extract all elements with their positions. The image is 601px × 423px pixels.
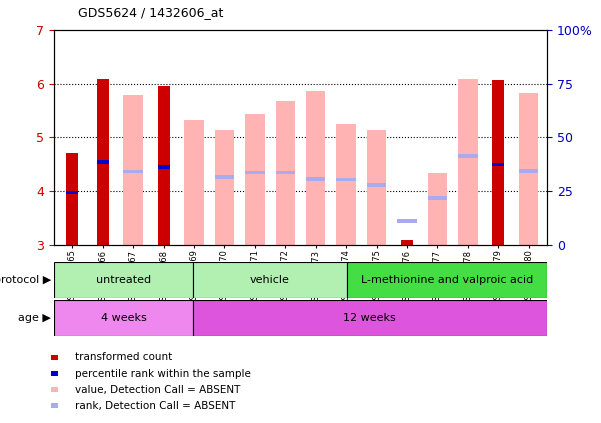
Bar [428, 173, 447, 245]
Bar [123, 170, 143, 173]
Bar [519, 169, 538, 173]
Bar [337, 178, 356, 181]
Bar [193, 262, 347, 298]
Bar [185, 120, 204, 245]
Bar [367, 130, 386, 245]
Bar [275, 170, 295, 174]
Bar [215, 175, 234, 179]
Bar [401, 240, 413, 245]
Bar [97, 79, 109, 245]
Bar [157, 86, 169, 245]
Bar [193, 300, 547, 336]
Text: percentile rank within the sample: percentile rank within the sample [75, 368, 251, 379]
Bar [275, 101, 295, 245]
Bar [337, 124, 356, 245]
Bar [458, 79, 478, 245]
Bar [123, 96, 143, 245]
Text: value, Detection Call = ABSENT: value, Detection Call = ABSENT [75, 385, 240, 395]
Text: protocol ▶: protocol ▶ [0, 275, 51, 285]
Bar [492, 80, 504, 245]
Bar [492, 162, 504, 166]
Text: 12 weeks: 12 weeks [343, 313, 396, 323]
Text: L-methionine and valproic acid: L-methionine and valproic acid [361, 275, 533, 285]
Bar [66, 153, 78, 245]
Bar [347, 262, 547, 298]
Bar [215, 130, 234, 245]
Bar [519, 93, 538, 245]
Text: transformed count: transformed count [75, 352, 172, 363]
Bar [245, 114, 264, 245]
Text: GDS5624 / 1432606_at: GDS5624 / 1432606_at [78, 6, 224, 19]
Bar [54, 262, 193, 298]
Bar [97, 160, 109, 164]
Bar [397, 219, 416, 223]
Bar [54, 300, 193, 336]
Bar [306, 177, 326, 181]
Text: vehicle: vehicle [250, 275, 290, 285]
Text: age ▶: age ▶ [18, 313, 51, 323]
Text: rank, Detection Call = ABSENT: rank, Detection Call = ABSENT [75, 401, 236, 411]
Bar [428, 196, 447, 200]
Bar [458, 154, 478, 158]
Text: untreated: untreated [96, 275, 151, 285]
Bar [66, 191, 78, 195]
Bar [245, 170, 264, 174]
Text: 4 weeks: 4 weeks [100, 313, 146, 323]
Bar [367, 183, 386, 187]
Bar [306, 91, 326, 245]
Bar [157, 165, 169, 169]
